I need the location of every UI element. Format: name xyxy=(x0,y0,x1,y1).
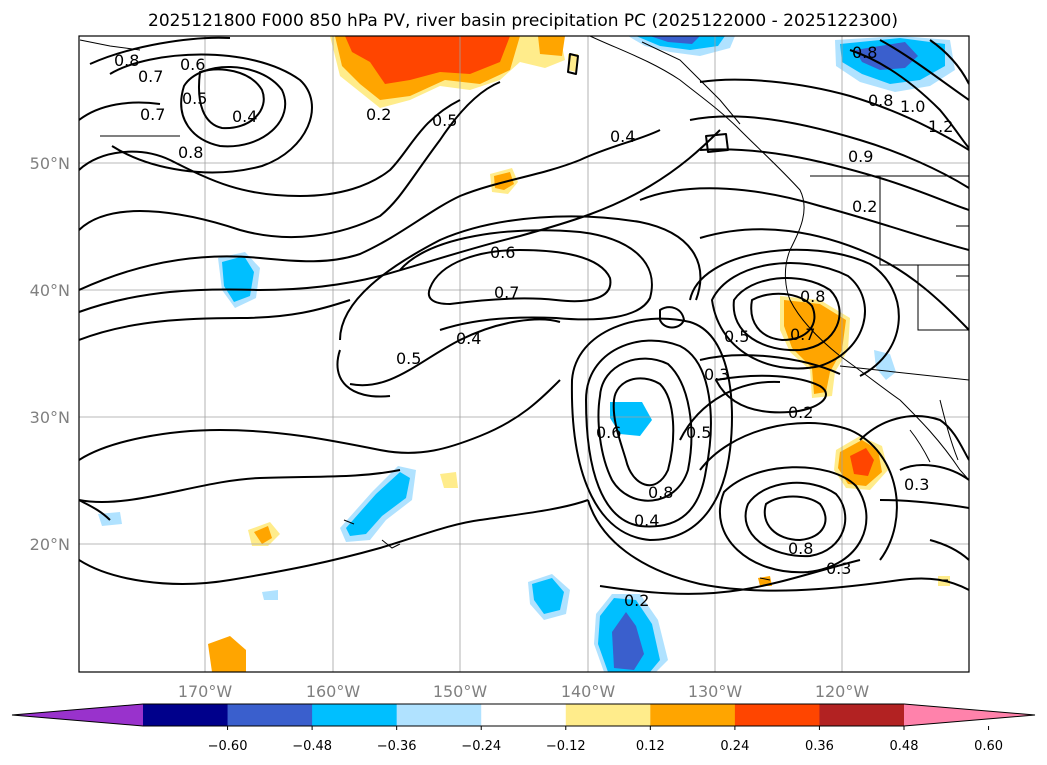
colorbar-tick-label: −0.60 xyxy=(208,739,248,754)
colorbar-tick-label: 0.12 xyxy=(636,739,665,754)
contour-labels: 0.8 0.7 0.6 0.5 0.4 0.7 0.8 0.5 0.4 0.2 … xyxy=(114,43,953,610)
colorbar-tick-label: −0.12 xyxy=(546,739,586,754)
contour-label: 0.8 xyxy=(788,539,813,558)
map-panel xyxy=(78,35,970,673)
lat-label: 30°N xyxy=(30,408,70,427)
precip-positive-blob xyxy=(850,448,874,476)
lon-label: 120°W xyxy=(815,682,870,701)
colorbar-tick-label: 0.48 xyxy=(890,739,919,754)
colorbar-extend-high xyxy=(904,704,1035,726)
precip-positive-blob xyxy=(345,36,510,84)
colorbar-tick-label: 0.24 xyxy=(720,739,749,754)
colorbar: −0.60 −0.48 −0.36 −0.24 −0.12 0.12 0.24 0.36 0.4… xyxy=(11,703,1036,754)
contour-label: 0.8 xyxy=(114,51,139,70)
contour-label: 0.3 xyxy=(904,475,929,494)
precip-negative-blob xyxy=(262,590,278,600)
colorbar-segment xyxy=(481,704,567,726)
map-frame xyxy=(78,35,970,673)
contour-label: 0.2 xyxy=(366,105,391,124)
colorbar-ticks: −0.60 −0.48 −0.36 −0.24 −0.12 0.12 0.24 0.36 0.4… xyxy=(208,726,1003,754)
precip-positive-blob xyxy=(440,472,458,488)
contour-label: 0.5 xyxy=(432,111,457,130)
contour-label: 0.2 xyxy=(788,403,813,422)
contour-label: 0.4 xyxy=(232,107,257,126)
contour-label: 0.2 xyxy=(852,197,877,216)
contour-label: 0.6 xyxy=(490,243,515,262)
precip-positive-blob xyxy=(494,172,514,190)
contour-label: 0.7 xyxy=(140,105,165,124)
colorbar-segment xyxy=(143,704,229,726)
colorbar-segment xyxy=(227,704,313,726)
contour-label: 0.6 xyxy=(596,423,621,442)
lon-label: 150°W xyxy=(433,682,488,701)
colorbar-tick-label: 0.36 xyxy=(805,739,834,754)
contour-label: 0.9 xyxy=(848,147,873,166)
precip-negative-blob xyxy=(610,402,652,436)
colorbar-segment xyxy=(650,704,736,726)
contour-label: 0.7 xyxy=(494,283,519,302)
colorbar-extend-low xyxy=(12,704,143,726)
colorbar-segment xyxy=(819,704,905,726)
longitude-labels: 170°W 160°W 150°W 140°W 130°W 120°W xyxy=(178,682,870,701)
contour-label: 0.4 xyxy=(610,127,635,146)
latitude-labels: 50°N 40°N 30°N 20°N xyxy=(30,154,70,554)
gridlines xyxy=(79,36,969,672)
colorbar-tick-label: −0.24 xyxy=(461,739,501,754)
precip-negative-blob xyxy=(650,36,700,44)
contour-label: 0.8 xyxy=(868,91,893,110)
contour-label: 0.7 xyxy=(790,325,815,344)
contour-label: 1.2 xyxy=(928,117,953,136)
contour-label: 0.8 xyxy=(800,287,825,306)
lat-label: 40°N xyxy=(30,281,70,300)
contour-label: 0.3 xyxy=(704,365,729,384)
lat-label: 50°N xyxy=(30,154,70,173)
colorbar-segment xyxy=(312,704,398,726)
precip-negative-blob xyxy=(855,42,918,70)
precip-positive-blob xyxy=(254,526,272,544)
colorbar-tick-label: −0.48 xyxy=(292,739,332,754)
precip-positive-blob xyxy=(538,36,565,56)
precip-negative-blob xyxy=(612,612,644,670)
contour-label: 0.5 xyxy=(686,423,711,442)
lon-label: 170°W xyxy=(178,682,233,701)
contour-label: 0.8 xyxy=(852,43,877,62)
contour-label: 0.4 xyxy=(634,511,659,530)
contour-label: 0.5 xyxy=(396,349,421,368)
contour-label: 0.5 xyxy=(724,327,749,346)
contour-label: 0.2 xyxy=(624,591,649,610)
colorbar-tick-label: 0.60 xyxy=(974,739,1003,754)
lon-label: 140°W xyxy=(561,682,616,701)
colorbar-segment xyxy=(734,704,820,726)
colorbar-segments xyxy=(143,704,905,726)
contour-label: 0.3 xyxy=(826,559,851,578)
precip-negative-blob xyxy=(532,578,564,614)
contour-label: 1.0 xyxy=(900,97,925,116)
precip-negative-blob xyxy=(346,472,410,536)
precipitation-shading xyxy=(98,36,955,672)
colorbar-tick-label: −0.36 xyxy=(377,739,417,754)
contour-label: 0.5 xyxy=(182,89,207,108)
pv-contours xyxy=(79,36,969,595)
colorbar-segment xyxy=(396,704,482,726)
colorbar-outline xyxy=(11,703,1036,727)
map-title: 2025121800 F000 850 hPa PV, river basin … xyxy=(148,11,898,31)
contour-label: 0.6 xyxy=(180,55,205,74)
precip-negative-blob xyxy=(874,350,896,380)
lon-label: 160°W xyxy=(306,682,361,701)
coastlines xyxy=(79,36,969,581)
contour-label: 0.8 xyxy=(178,143,203,162)
precip-positive-blob xyxy=(208,636,246,672)
lat-label: 20°N xyxy=(30,535,70,554)
contour-label: 0.8 xyxy=(648,483,673,502)
colorbar-segment xyxy=(565,704,651,726)
lon-label: 130°W xyxy=(688,682,743,701)
contour-label: 0.7 xyxy=(138,67,163,86)
contour-label: 0.4 xyxy=(456,329,481,348)
